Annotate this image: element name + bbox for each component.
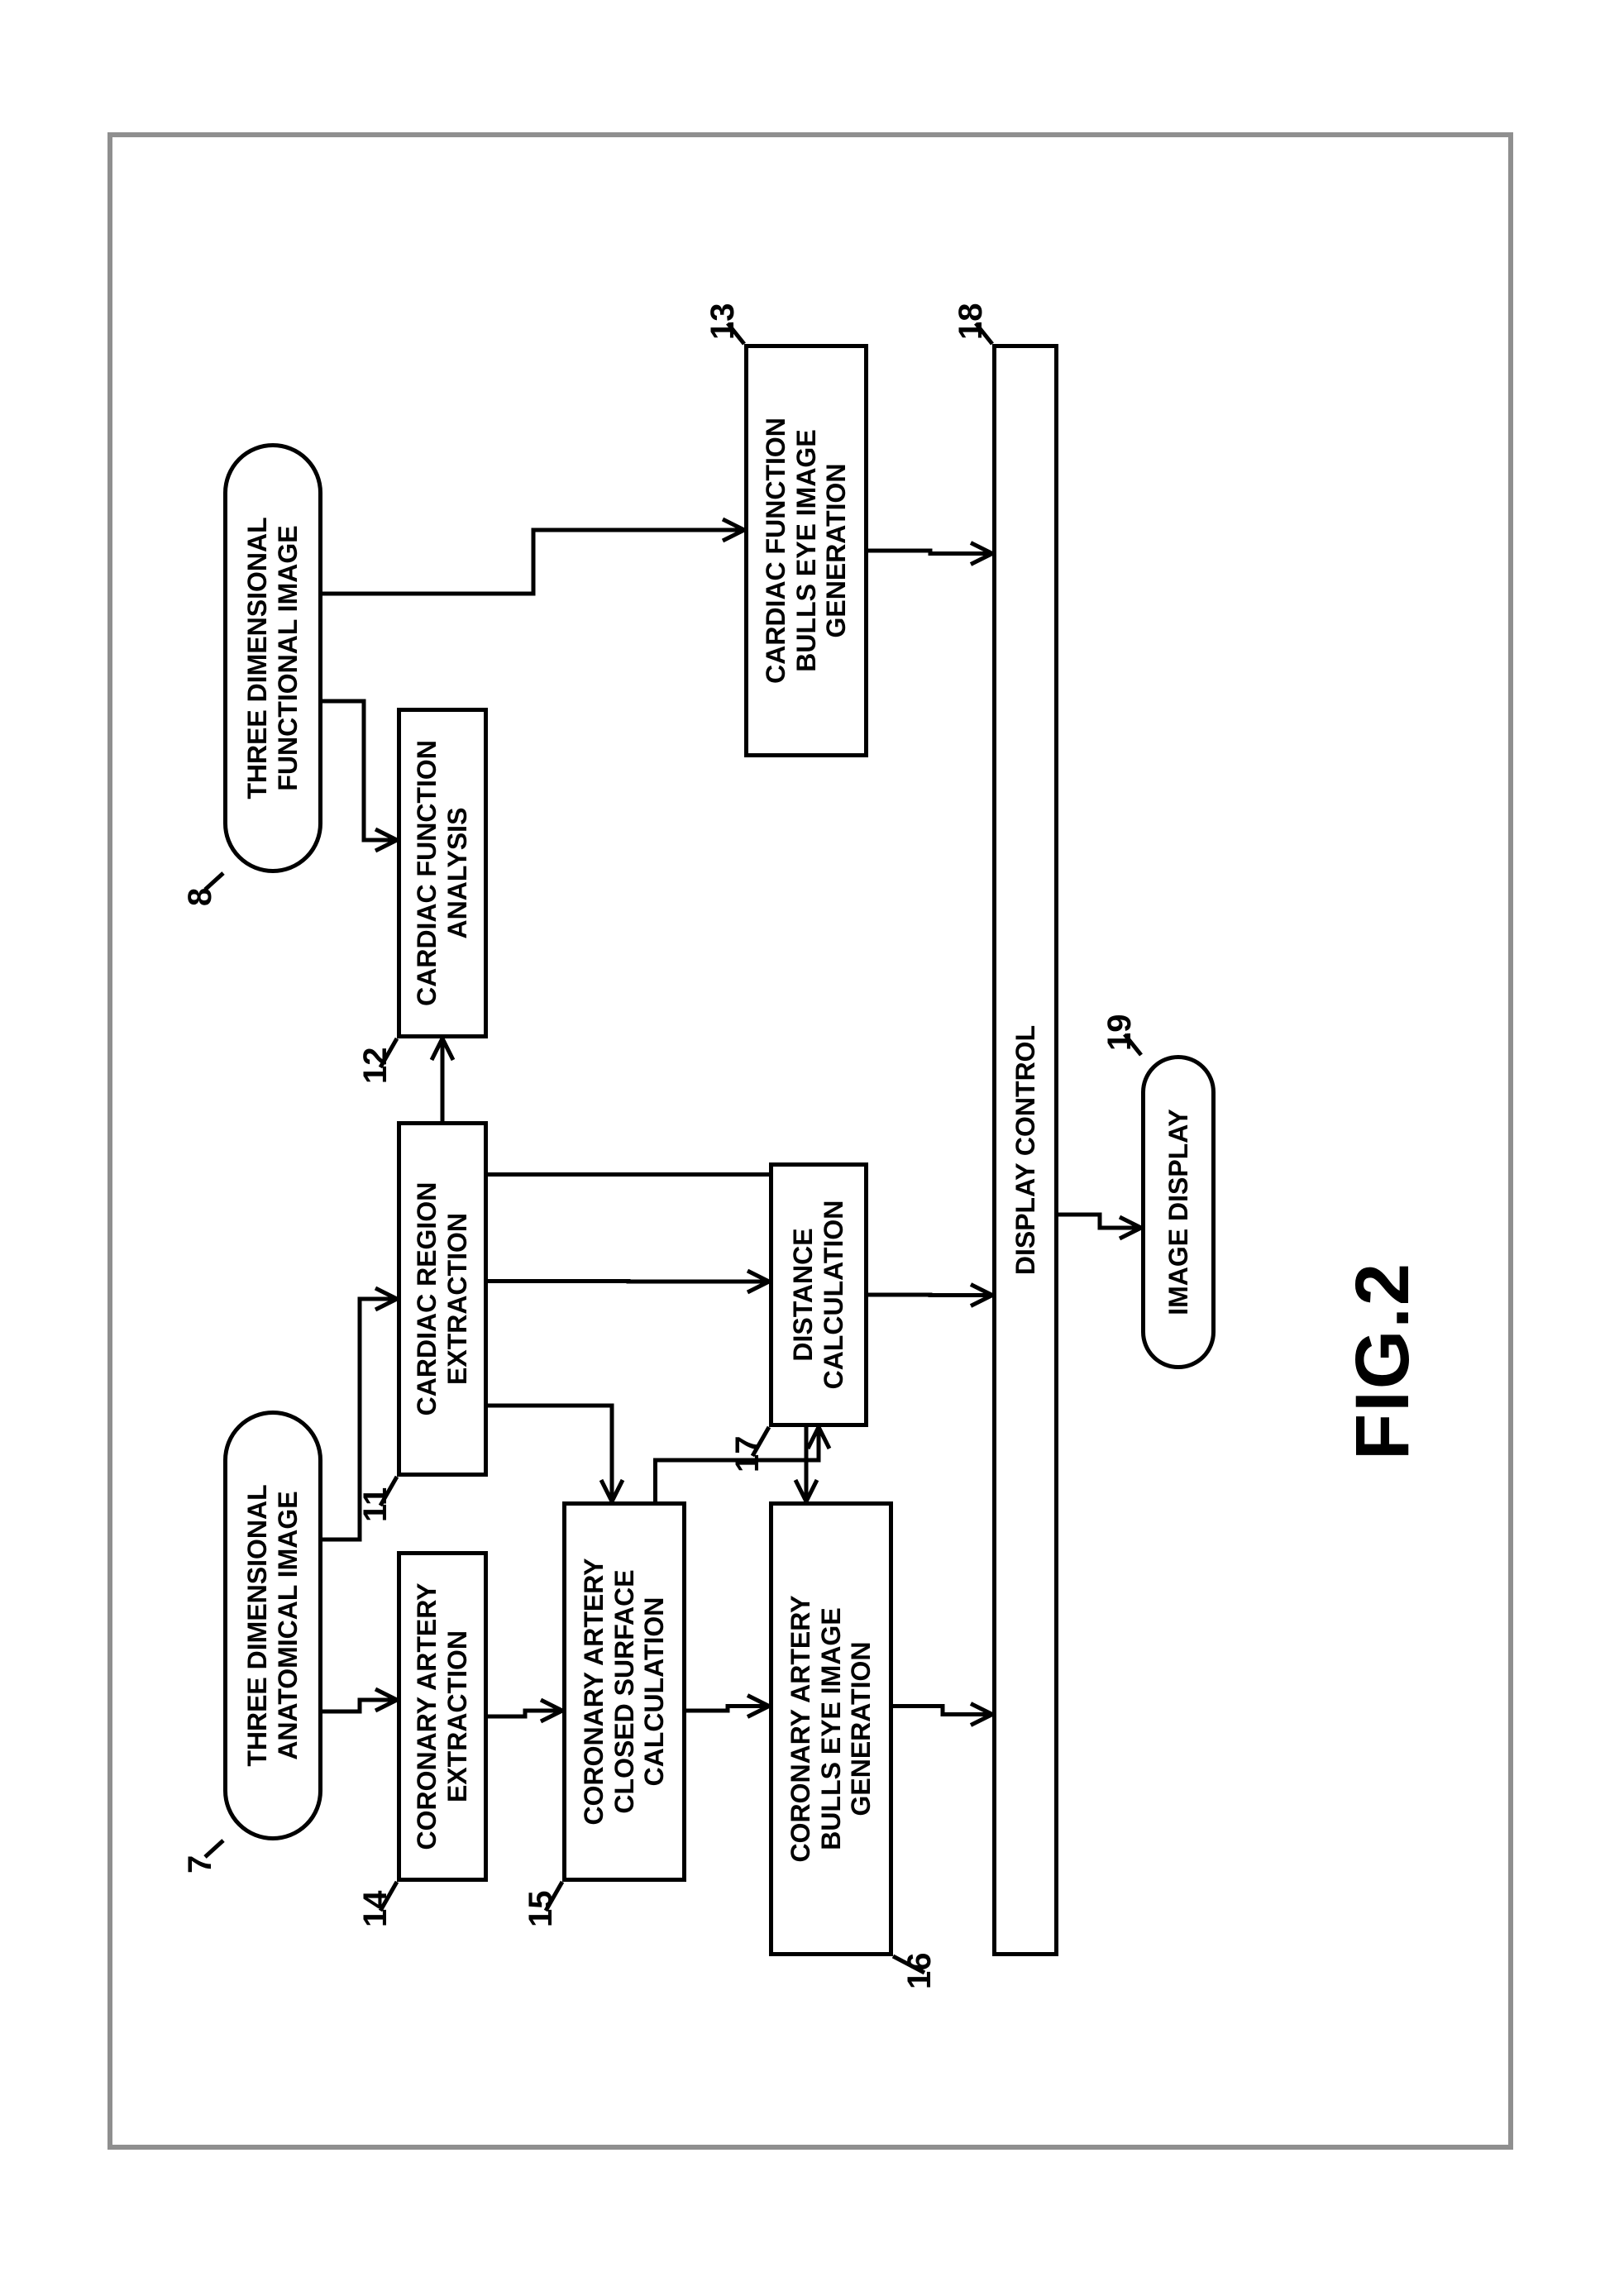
node-n11: CARDIAC REGIONEXTRACTION — [397, 1121, 488, 1477]
node-number-n11: 11 — [357, 1487, 394, 1522]
edge-n13-n18 — [868, 543, 992, 565]
node-label: DISTANCECALCULATION — [788, 1201, 849, 1390]
node-label: CORONARY ARTERYEXTRACTION — [412, 1583, 473, 1850]
diagram-area: THREE DIMENSIONALANATOMICAL IMAGE 7 THREE … — [165, 236, 1455, 2055]
page: THREE DIMENSIONALANATOMICAL IMAGE 7 THREE … — [0, 0, 1624, 2277]
figure-frame: THREE DIMENSIONALANATOMICAL IMAGE 7 THREE … — [107, 132, 1513, 2150]
edge-n17-n18 — [868, 1285, 992, 1306]
edge-n7-n14 — [322, 1689, 397, 1711]
node-n15: CORONARY ARTERYCLOSED SURFACECALCULATION — [562, 1501, 686, 1882]
node-n8: THREE DIMENSIONALFUNCTIONAL IMAGE — [223, 443, 322, 873]
node-n14: CORONARY ARTERYEXTRACTION — [397, 1551, 488, 1882]
node-number-n19: 19 — [1101, 1014, 1139, 1052]
node-n13: CARDIAC FUNCTIONBULLS EYE IMAGEGENERATIO… — [744, 344, 868, 757]
node-number-n18: 18 — [953, 303, 990, 341]
node-label: CARDIAC REGIONEXTRACTION — [412, 1182, 473, 1416]
edge-n15-n16 — [686, 1696, 769, 1717]
node-n12: CARDIAC FUNCTIONANALYSIS — [397, 708, 488, 1038]
node-label: CARDIAC FUNCTIONBULLS EYE IMAGEGENERATIO… — [761, 418, 852, 684]
node-label: CORONARY ARTERYBULLS EYE IMAGEGENERATION — [786, 1596, 876, 1863]
node-n18: DISPLAY CONTROL — [992, 344, 1058, 1956]
edge-n11-n16 — [488, 1175, 817, 1502]
node-number-n12: 12 — [357, 1048, 394, 1085]
node-number-n14: 14 — [357, 1891, 394, 1928]
node-label: CORONARY ARTERYCLOSED SURFACECALCULATION — [579, 1559, 670, 1826]
edge-n16-n18 — [893, 1704, 992, 1726]
edge-n11-n17 — [488, 1271, 769, 1292]
node-n7: THREE DIMENSIONALANATOMICAL IMAGE — [223, 1411, 322, 1840]
node-number-n16: 16 — [901, 1953, 939, 1990]
edge-n11-n12 — [432, 1038, 453, 1121]
node-number-n7: 7 — [182, 1855, 219, 1874]
node-number-n17: 17 — [729, 1436, 767, 1473]
node-label: CARDIAC FUNCTIONANALYSIS — [412, 740, 473, 1006]
node-number-n15: 15 — [523, 1891, 560, 1928]
node-n17: DISTANCECALCULATION — [769, 1162, 868, 1427]
edge-n11-n15 — [488, 1406, 623, 1501]
edge-n14-n15 — [488, 1700, 562, 1721]
node-number-n13: 13 — [705, 303, 742, 341]
node-n16: CORONARY ARTERYBULLS EYE IMAGEGENERATION — [769, 1501, 893, 1956]
node-number-n8: 8 — [182, 888, 219, 906]
figure-label: FIG.2 — [1340, 1262, 1426, 1460]
node-label: THREE DIMENSIONALFUNCTIONAL IMAGE — [242, 517, 303, 799]
edge-n8-n13 — [322, 519, 744, 594]
node-label: IMAGE DISPLAY — [1163, 1109, 1194, 1315]
node-n19: IMAGE DISPLAY — [1141, 1055, 1216, 1369]
edge-n18-n19 — [1058, 1215, 1141, 1239]
node-label: DISPLAY CONTROL — [1010, 1025, 1041, 1275]
edge-n8-n12 — [322, 701, 397, 851]
node-label: THREE DIMENSIONALANATOMICAL IMAGE — [242, 1484, 303, 1766]
